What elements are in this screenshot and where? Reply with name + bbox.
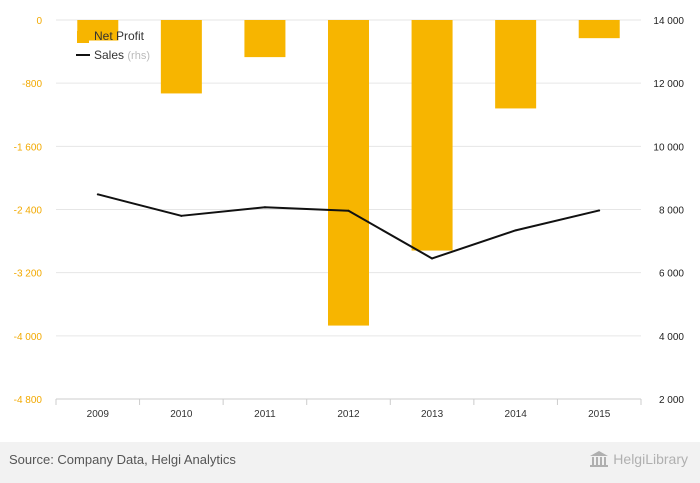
brand-logo[interactable]: HelgiLibrary xyxy=(589,450,688,468)
bar-net-profit-2010 xyxy=(160,20,202,94)
left-tick-label: 0 xyxy=(36,16,42,27)
net-profit-bars xyxy=(77,20,620,326)
left-tick-label: -2 400 xyxy=(14,206,43,217)
left-tick-label: -3 200 xyxy=(14,269,43,280)
left-tick-label: -4 800 xyxy=(14,395,43,406)
right-tick-label: 2 000 xyxy=(659,395,684,406)
point-sales-2009 xyxy=(96,193,99,196)
footer: Source: Company Data, Helgi Analytics He… xyxy=(0,442,700,483)
bar-net-profit-2014 xyxy=(495,20,537,109)
point-sales-2011 xyxy=(263,206,266,209)
left-tick-label: -1 600 xyxy=(14,142,43,153)
x-tick-label: 2013 xyxy=(421,409,444,420)
right-tick-label: 6 000 xyxy=(659,269,684,280)
x-tick-label: 2010 xyxy=(170,409,193,420)
point-sales-2012 xyxy=(347,209,350,212)
source-text: Source: Company Data, Helgi Analytics xyxy=(9,452,236,467)
brand-name: HelgiLibrary xyxy=(613,451,688,467)
right-tick-label: 4 000 xyxy=(659,332,684,343)
legend-label-net-profit: Net Profit xyxy=(94,29,145,43)
x-tick-label: 2009 xyxy=(87,409,110,420)
point-sales-2013 xyxy=(431,257,434,260)
point-sales-2015 xyxy=(598,209,601,212)
library-building-icon xyxy=(590,451,609,467)
bar-net-profit-2011 xyxy=(244,20,286,58)
left-axis-ticks: 0 -800 -1 600 -2 400 -3 200 -4 000 -4 800 xyxy=(14,16,43,406)
x-tick-label: 2014 xyxy=(505,409,528,420)
x-tick-label: 2012 xyxy=(337,409,360,420)
right-axis-ticks: 14 000 12 000 10 000 8 000 6 000 4 000 2 000 xyxy=(653,16,684,406)
bar-net-profit-2015 xyxy=(578,20,620,39)
right-tick-label: 10 000 xyxy=(653,142,684,153)
bar-net-profit-2012 xyxy=(328,20,369,326)
right-tick-label: 14 000 xyxy=(653,16,684,27)
right-tick-label: 8 000 xyxy=(659,206,684,217)
bar-net-profit-2013 xyxy=(411,20,453,251)
chart: 0 -800 -1 600 -2 400 -3 200 -4 000 -4 800 14 0… xyxy=(14,16,685,420)
x-tick-label: 2011 xyxy=(254,409,276,420)
left-tick-label: -4 000 xyxy=(14,332,43,343)
x-tick-label: 2015 xyxy=(588,409,611,420)
legend-swatch-net-profit xyxy=(77,31,89,43)
point-sales-2010 xyxy=(180,214,183,217)
legend: Net Profit Sales (rhs) xyxy=(76,29,150,62)
point-sales-2014 xyxy=(514,229,517,232)
x-axis: 2009 2010 2011 2012 2013 2014 2015 xyxy=(55,399,642,420)
left-tick-label: -800 xyxy=(22,79,42,90)
legend-label-sales: Sales (rhs) xyxy=(94,48,150,62)
right-tick-label: 12 000 xyxy=(653,79,684,90)
sales-line-series xyxy=(96,193,601,260)
